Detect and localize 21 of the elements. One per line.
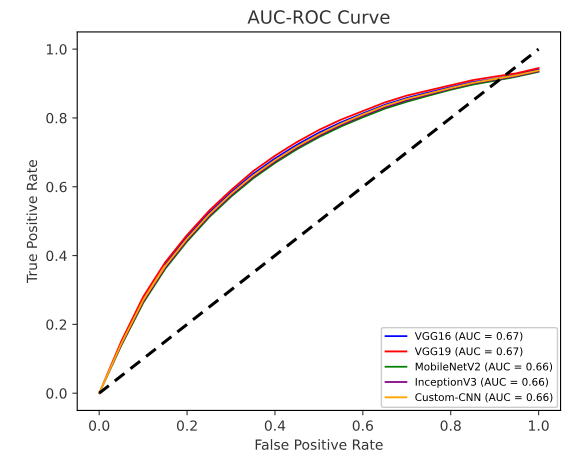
x-tick-label: 0.2 [176,420,197,431]
y-tick-label: 0.0 [46,388,67,399]
line-series [164,68,540,266]
chart-title: AUC-ROC Curve [248,10,390,24]
legend-label: InceptionV3 (AUC = 0.66) [416,378,548,388]
x-tick-label: 1.0 [529,420,549,431]
y-tick-label: 1.0 [46,44,67,55]
legend-label: VGG19 (AUC = 0.67) [414,347,522,356]
x-tick-label: 0.6 [352,420,373,431]
y-tick-label: 0.8 [46,112,67,124]
x-tick-label: 0.8 [440,420,461,431]
y-axis-title: True Positive Rate [26,160,38,284]
legend-label: VGG16 (AUC = 0.67) [414,332,522,342]
x-axis-title: False Positive Rate [256,439,383,450]
legend-label: Custom-CNN (AUC = 0.66) [415,393,552,402]
x-tick-label: 0.0 [89,420,110,431]
legend-label: MobileNetV2 (AUC = 0.66) [416,362,552,372]
y-tick-label: 0.2 [46,319,66,330]
y-tick-label: 0.6 [46,182,67,192]
x-tick-label: 0.4 [264,420,286,431]
y-tick-label: 0.4 [46,250,67,262]
